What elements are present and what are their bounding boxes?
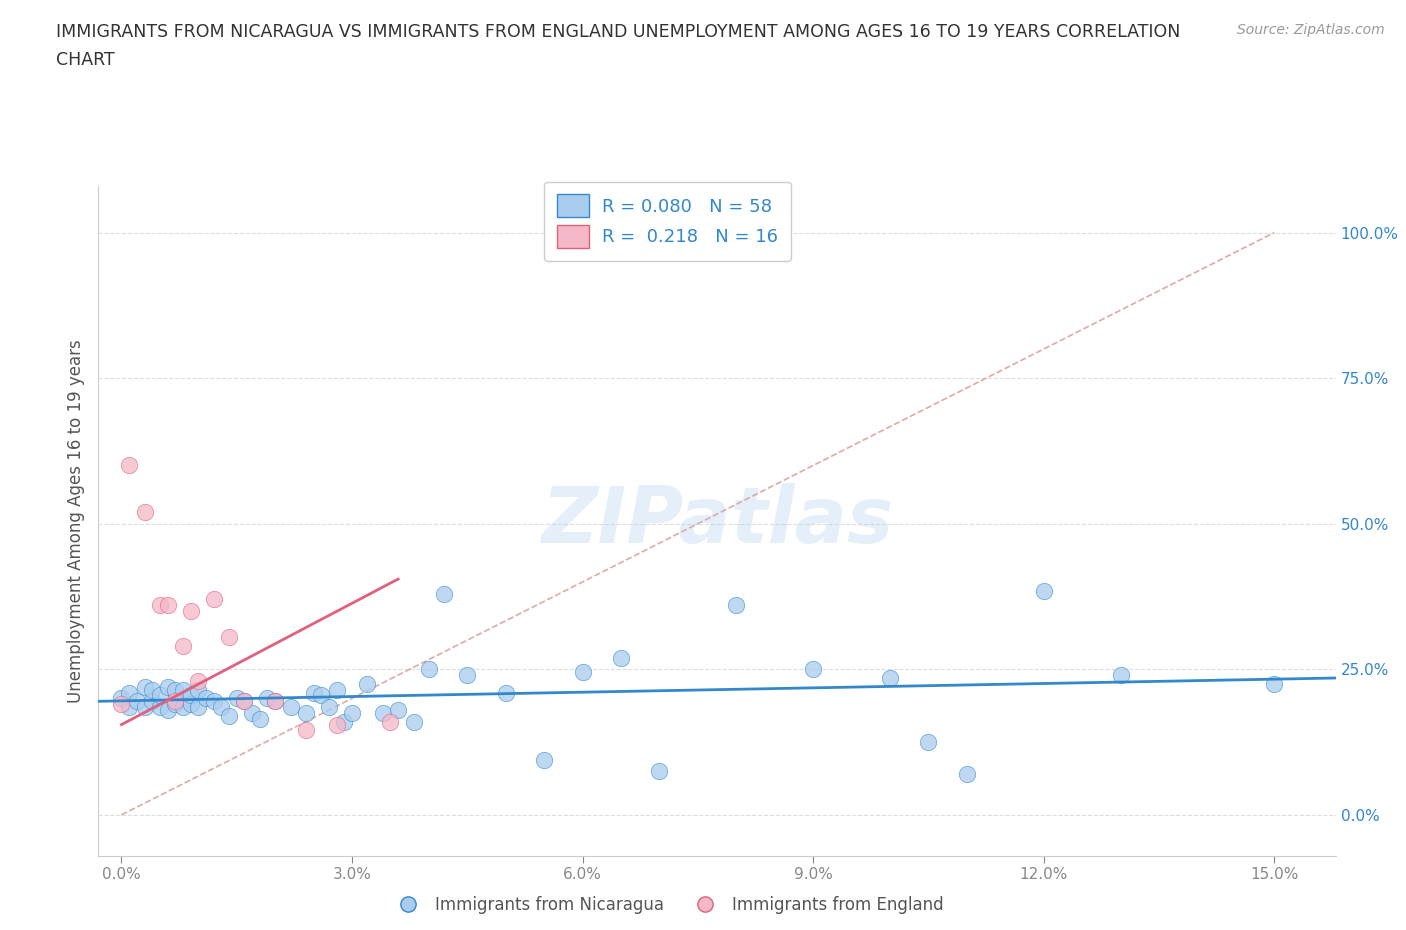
Point [125,694,148,709]
Point [187,683,209,698]
Point [1263,676,1285,691]
Point [172,683,194,698]
Point [118,699,141,714]
Point [302,685,325,700]
Point [149,699,172,714]
Point [165,697,187,711]
Point [187,699,209,714]
Text: IMMIGRANTS FROM NICARAGUA VS IMMIGRANTS FROM ENGLAND UNEMPLOYMENT AMONG AGES 16 : IMMIGRANTS FROM NICARAGUA VS IMMIGRANTS … [56,23,1181,41]
Point [202,694,225,709]
Point [333,714,356,729]
Point [141,694,163,709]
Point [387,702,409,717]
Point [648,764,671,778]
Point [571,665,593,680]
Point [433,586,456,601]
Point [295,723,318,737]
Point [218,630,240,644]
Y-axis label: Unemployment Among Ages 16 to 19 years: Unemployment Among Ages 16 to 19 years [66,339,84,703]
Point [256,691,278,706]
Point [1109,668,1132,683]
Point [233,694,256,709]
Point [418,662,440,677]
Point [209,699,232,714]
Point [356,676,378,691]
Point [110,691,132,706]
Point [202,592,225,607]
Point [149,688,172,703]
Point [725,598,748,613]
Point [311,688,333,703]
Point [110,697,132,711]
Point [380,714,402,729]
Point [172,699,194,714]
Point [233,694,256,709]
Point [118,458,141,473]
Point [1032,583,1054,598]
Text: ZIPatlas: ZIPatlas [541,483,893,559]
Point [156,598,179,613]
Point [187,673,209,688]
Point [180,604,202,618]
Point [165,683,187,698]
Point [165,694,187,709]
Point [225,691,247,706]
Point [340,706,363,721]
Point [917,735,939,750]
Point [318,699,340,714]
Point [879,671,901,685]
Point [371,706,394,721]
Point [156,679,179,694]
Point [295,706,318,721]
Point [180,697,202,711]
Legend: Immigrants from Nicaragua, Immigrants from England: Immigrants from Nicaragua, Immigrants fr… [385,890,950,921]
Point [134,699,156,714]
Point [264,694,287,709]
Point [218,709,240,724]
Point [280,699,302,714]
Point [956,766,979,781]
Point [180,688,202,703]
Point [172,639,194,654]
Point [149,598,172,613]
Point [533,752,555,767]
Text: CHART: CHART [56,51,115,69]
Point [495,685,517,700]
Point [402,714,425,729]
Text: Source: ZipAtlas.com: Source: ZipAtlas.com [1237,23,1385,37]
Point [610,650,633,665]
Point [134,505,156,520]
Point [141,683,163,698]
Point [264,694,287,709]
Point [134,679,156,694]
Point [456,668,478,683]
Point [240,706,263,721]
Point [195,691,218,706]
Point [325,717,347,732]
Point [249,711,271,726]
Point [325,683,347,698]
Point [156,702,179,717]
Point [118,685,141,700]
Point [801,662,824,677]
